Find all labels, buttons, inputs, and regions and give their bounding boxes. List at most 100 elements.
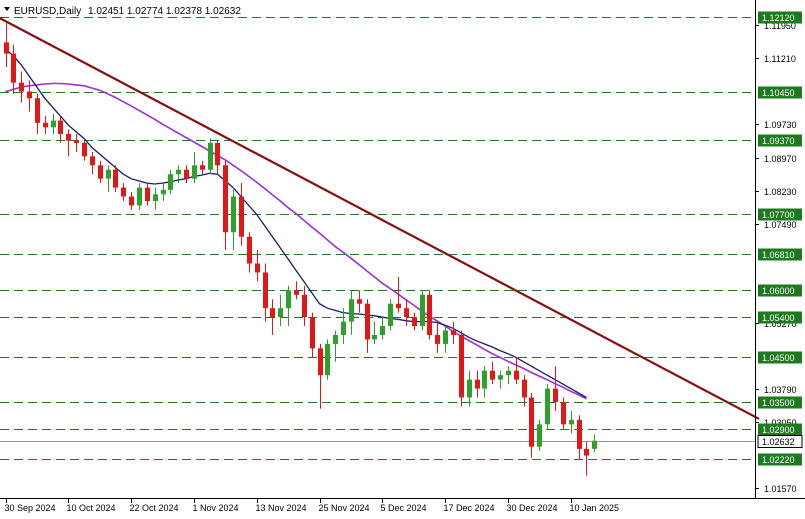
level-label: 1.02900 — [762, 425, 795, 435]
symbol-timeframe: EURUSD,Daily — [14, 6, 81, 17]
ma-fast-line — [5, 48, 587, 399]
level-label: 1.12120 — [762, 13, 795, 23]
bear-candle — [184, 165, 189, 184]
y-tick-label: 1.11210 — [764, 54, 796, 64]
candle-body — [98, 165, 103, 179]
candle-body — [231, 196, 236, 233]
candle-body — [443, 330, 448, 344]
candle-body — [388, 303, 393, 327]
candle-body — [106, 169, 111, 179]
bear-candle — [35, 93, 40, 134]
bear-candle — [247, 232, 252, 273]
bull-candle — [545, 384, 550, 429]
level-label-box — [758, 284, 802, 297]
level-label-box — [758, 11, 802, 24]
candle-body — [286, 290, 291, 309]
candle-body — [372, 334, 377, 340]
bull-candle — [333, 330, 338, 362]
y-tick-label: 1.01570 — [764, 484, 797, 494]
candle-body — [435, 334, 440, 344]
bear-candle — [310, 312, 315, 358]
candle-body — [561, 401, 566, 425]
candle-body — [420, 294, 425, 327]
bear-candle — [58, 116, 63, 143]
candle-body — [482, 370, 487, 389]
level-label-box — [758, 453, 802, 466]
bull-candle — [176, 165, 181, 184]
candle-body — [569, 419, 574, 425]
bear-candle — [74, 133, 79, 152]
bear-candle — [475, 370, 480, 398]
chart-title[interactable]: EURUSD,Daily 1.02451 1.02774 1.02378 1.0… — [4, 6, 241, 17]
bear-candle — [215, 140, 220, 175]
collapse-triangle-icon[interactable] — [4, 7, 10, 11]
level-label: 1.06000 — [762, 286, 795, 296]
candle-body — [137, 187, 142, 206]
bull-candle — [51, 113, 56, 134]
candle-body — [161, 189, 166, 195]
bull-candle — [278, 294, 283, 327]
bear-candle — [66, 129, 71, 157]
bear-candle — [404, 299, 409, 327]
candle-body — [333, 334, 338, 344]
level-label-box — [758, 134, 802, 147]
candle-body — [506, 370, 511, 376]
bear-candle — [98, 160, 103, 184]
x-tick-label: 22 Oct 2024 — [130, 503, 179, 513]
trendline-group — [0, 16, 760, 420]
level-label: 1.02220 — [762, 455, 795, 465]
bull-candle — [420, 290, 425, 331]
bear-candle — [318, 343, 323, 409]
level-label: 1.06810 — [762, 250, 795, 260]
candle-body — [82, 142, 87, 157]
bull-candle — [341, 308, 346, 344]
bear-candle — [396, 276, 401, 313]
y-tick-label: 1.03050 — [764, 418, 797, 428]
candle-body — [223, 165, 228, 233]
level-label: 1.09370 — [762, 136, 795, 146]
candle-body — [310, 317, 315, 349]
candle-body — [584, 448, 589, 456]
x-tick-label: 1 Nov 2024 — [193, 503, 239, 513]
candle-body — [58, 120, 63, 134]
y-tick-label: 1.09730 — [764, 120, 797, 130]
candle-body — [325, 343, 330, 376]
candle-body — [66, 133, 71, 141]
bear-candle — [223, 160, 228, 251]
candle-body — [475, 379, 480, 389]
candle-body — [318, 348, 323, 376]
bear-candle — [19, 71, 24, 103]
ma-slow-series — [5, 82, 587, 400]
candle-body — [35, 98, 40, 123]
candle-body — [19, 82, 24, 92]
y-tick-label: 1.08230 — [764, 187, 797, 197]
bull-candle — [192, 151, 197, 184]
bear-candle — [427, 290, 432, 340]
bull-candle — [380, 317, 385, 340]
candle-body — [278, 308, 283, 318]
candle-body — [404, 308, 409, 318]
level-label: 1.04500 — [762, 353, 795, 363]
level-label-box — [758, 351, 802, 364]
candle-body — [200, 165, 205, 170]
candle-body — [451, 330, 456, 335]
trendline[interactable] — [0, 16, 760, 420]
bear-candle — [553, 366, 558, 411]
bull-candle — [498, 370, 503, 389]
x-tick-label: 10 Oct 2024 — [67, 503, 116, 513]
candle-body — [27, 91, 32, 99]
candle-body — [396, 303, 401, 309]
y-tick-label: 1.11950 — [764, 21, 796, 31]
level-label: 1.05400 — [762, 313, 795, 323]
ohlc-values: 1.02451 1.02774 1.02378 1.02632 — [88, 6, 241, 17]
candle-body — [176, 169, 181, 175]
candle-body — [263, 272, 268, 309]
x-tick-label: 25 Nov 2024 — [319, 503, 370, 513]
bull-candle — [569, 410, 574, 434]
current-price-box — [757, 435, 803, 448]
bear-candle — [11, 44, 16, 94]
bear-candle — [121, 183, 126, 201]
candles — [4, 22, 597, 476]
bear-candle — [490, 361, 495, 385]
